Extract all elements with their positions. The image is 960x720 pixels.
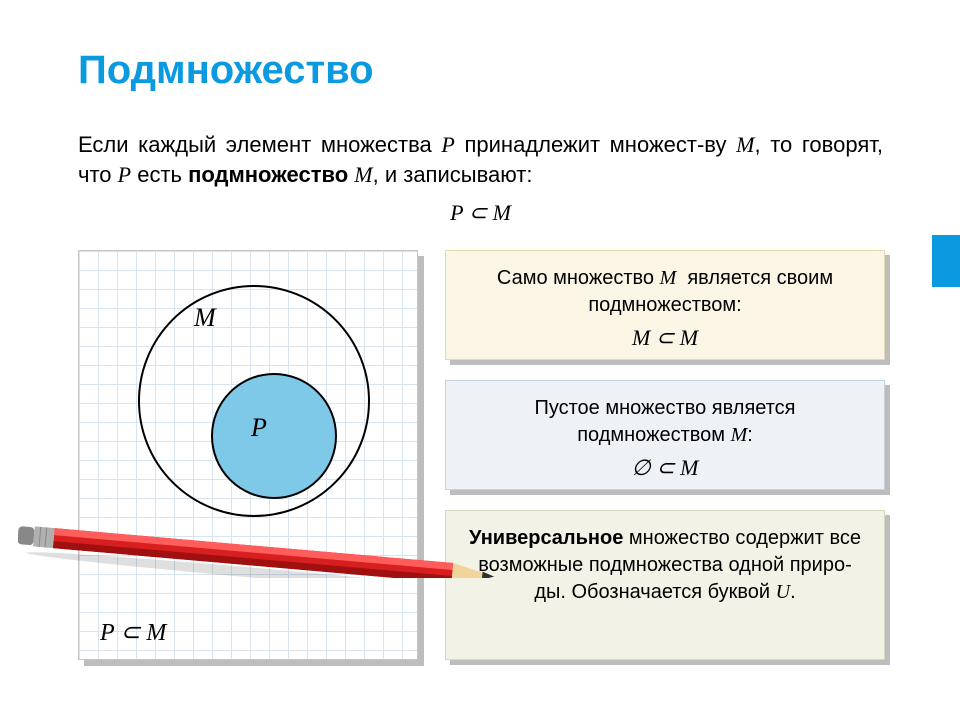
info-box-self-subset: Само множество М является своим подмноже… [445,250,885,360]
pencil-lead [482,572,495,578]
page-title: Подмножество [78,48,374,93]
label-P: P [250,413,267,442]
label-M: M [193,303,217,332]
inner-circle-P [212,374,336,498]
info-box-empty-subset: Пустое множество является подмножеством … [445,380,885,490]
pencil-eraser [18,526,35,545]
info-box-2-formula: ∅ ⊂ M [464,453,866,483]
pencil-graphic [18,508,538,578]
pencil-ferrule [33,526,55,548]
formula-main: P ⊂ M [78,200,883,226]
diagram-bottom-formula: P ⊂ M [100,618,166,647]
definition-text: Если каждый элемент множества Р принадле… [78,130,883,189]
info-box-1-text: Само множество М является своим подмноже… [464,265,866,319]
venn-diagram-panel: M P [78,250,418,660]
info-box-1-formula: M ⊂ M [464,323,866,353]
sidebar-accent [932,235,960,287]
info-box-2-text: Пустое множество является подмножеством … [464,395,866,449]
venn-diagram-svg: M P [79,251,419,661]
